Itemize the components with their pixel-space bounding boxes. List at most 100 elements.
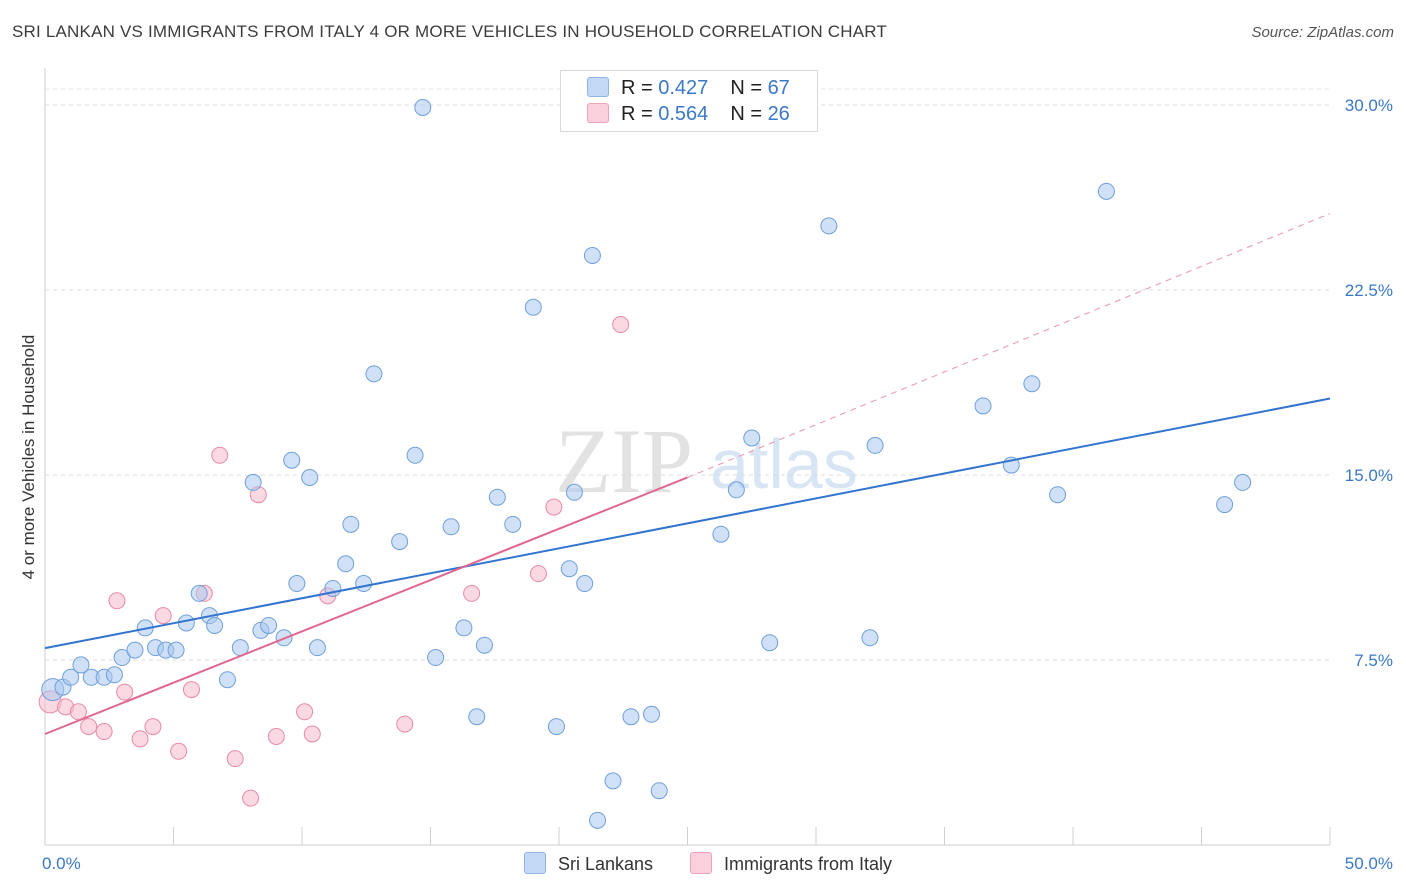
sri-lankan-point — [761, 634, 779, 652]
sri-lankan-point — [442, 518, 460, 536]
sri-lankan-point — [650, 782, 668, 800]
sri-lankan-point — [1234, 473, 1252, 491]
y-tick-label: 22.5% — [1345, 281, 1393, 300]
sri-lankan-point — [126, 641, 144, 659]
legend-row-sri-lankans: R = 0.427 N = 67 — [587, 77, 790, 101]
sri-lankan-point — [727, 481, 745, 499]
italy-immigrant-point — [131, 730, 149, 748]
trend-lines — [44, 212, 1331, 735]
sri-lankan-point — [391, 533, 409, 551]
sri-lankan-point — [301, 468, 319, 486]
legend-n-label: N = — [730, 103, 768, 125]
sri-lankan-point — [427, 649, 445, 667]
sri-lankan-point — [355, 575, 373, 593]
y-tick-label: 15.0% — [1345, 466, 1393, 485]
sri-lankan-point — [288, 575, 306, 593]
sri-lankan-point — [622, 708, 640, 726]
italy-immigrant-point — [396, 715, 414, 733]
legend-r-label: R = — [621, 103, 659, 125]
sri-lankan-point — [712, 525, 730, 543]
correlation-legend: R = 0.427 N = 67 R = 0.564 N = 26 — [560, 70, 818, 132]
italy-immigrant-point — [303, 725, 321, 743]
trend-line-immigrants-from-italy — [44, 476, 688, 735]
trend-extension-immigrants-from-italy — [687, 212, 1331, 479]
sri-lankan-point — [1216, 496, 1234, 514]
italy-immigrant-point — [226, 750, 244, 768]
sri-lankan-point — [244, 473, 262, 491]
sri-lankan-point — [576, 575, 594, 593]
sri-lankan-point — [113, 649, 131, 667]
sri-lankan-point — [974, 397, 992, 415]
x-tick-label: 50.0% — [1345, 854, 1393, 873]
sri-lankan-point — [177, 614, 195, 632]
sri-lankan-point — [583, 246, 601, 264]
sri-lankan-point — [504, 515, 522, 533]
bottom-legend-swatch-sri-lankans — [524, 852, 546, 874]
y-tick-label: 7.5% — [1354, 651, 1393, 670]
sri-lankan-point — [589, 811, 607, 829]
legend-swatch-sri-lankans — [587, 77, 609, 97]
italy-immigrant-point — [211, 446, 229, 464]
sri-lankan-point — [643, 705, 661, 723]
sri-lankan-point — [337, 555, 355, 573]
sri-lankan-point — [62, 668, 80, 686]
italy-immigrant-point — [116, 683, 134, 701]
bottom-legend-immigrants-from-italy: Immigrants from Italy — [690, 852, 892, 875]
sri-lankan-point — [406, 446, 424, 464]
sri-lankan-point — [861, 629, 879, 647]
sri-lankan-point — [206, 616, 224, 634]
sri-lankan-point — [1097, 182, 1115, 200]
italy-immigrant-point — [545, 498, 563, 516]
italy-immigrant-point — [108, 592, 126, 610]
italy-immigrant-point — [267, 727, 285, 745]
y-axis-label: 4 or more Vehicles in Household — [19, 335, 38, 580]
sri-lankan-point — [167, 641, 185, 659]
bottom-legend-sri-lankans: Sri Lankans — [524, 852, 653, 875]
sri-lankan-point — [283, 451, 301, 469]
italy-immigrant-point — [170, 742, 188, 760]
sri-lankan-point — [190, 584, 208, 602]
italy-immigrant-point — [529, 565, 547, 583]
x-tick-label: 0.0% — [42, 854, 81, 873]
sri-lankan-point — [468, 708, 486, 726]
chart-source: Source: ZipAtlas.com — [1251, 24, 1394, 41]
sri-lankan-point — [365, 365, 383, 383]
series-immigrants-from-italy — [38, 316, 630, 807]
italy-immigrant-point — [242, 789, 260, 807]
italy-immigrant-point — [144, 718, 162, 736]
legend-n-label: N = — [730, 77, 768, 99]
sri-lankan-point — [1023, 375, 1041, 393]
legend-r-label: R = — [621, 77, 659, 99]
sri-lankan-point — [218, 671, 236, 689]
sri-lankan-point — [565, 483, 583, 501]
sri-lankan-point — [547, 718, 565, 736]
sri-lankan-point — [72, 656, 90, 674]
axes — [44, 68, 1331, 846]
trend-line-sri-lankans — [44, 397, 1331, 650]
legend-n-value: 67 — [767, 77, 790, 99]
sri-lankan-point — [260, 616, 278, 634]
sri-lankan-point — [488, 488, 506, 506]
sri-lankan-point — [524, 298, 542, 316]
sri-lankan-point — [560, 560, 578, 578]
bottom-legend-label: Immigrants from Italy — [724, 854, 893, 874]
sri-lankan-point — [820, 217, 838, 235]
italy-immigrant-point — [463, 584, 481, 602]
series-sri-lankans — [41, 98, 1252, 829]
legend-row-immigrants-from-italy: R = 0.564 N = 26 — [587, 103, 790, 127]
sri-lankan-point — [455, 619, 473, 637]
sri-lankan-point — [105, 666, 123, 684]
sri-lankan-point — [743, 429, 761, 447]
legend-swatch-immigrants-from-italy — [587, 103, 609, 123]
sri-lankan-point — [604, 772, 622, 790]
axis-labels: 7.5% 15.0% 22.5% 30.0% 0.0% 50.0% — [42, 96, 1393, 873]
italy-immigrant-point — [95, 723, 113, 741]
legend-r-value: 0.427 — [658, 77, 709, 99]
y-tick-label: 30.0% — [1345, 96, 1393, 115]
bottom-legend-swatch-immigrants-from-italy — [690, 852, 712, 874]
italy-immigrant-point — [296, 703, 314, 721]
italy-immigrant-point — [80, 718, 98, 736]
sri-lankan-point — [866, 436, 884, 454]
legend-n-value: 26 — [767, 103, 790, 125]
